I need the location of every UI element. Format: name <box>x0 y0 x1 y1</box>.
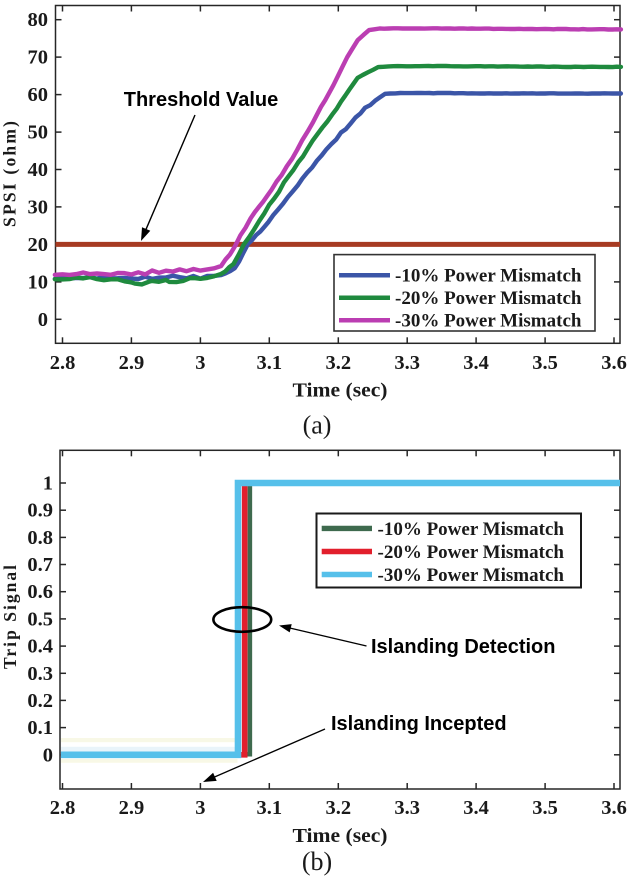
svg-text:-30% Power Mismatch: -30% Power Mismatch <box>378 565 565 586</box>
svg-text:2.9: 2.9 <box>119 352 145 374</box>
svg-text:10: 10 <box>28 271 49 293</box>
svg-text:-10% Power Mismatch: -10% Power Mismatch <box>378 519 565 540</box>
svg-text:3.2: 3.2 <box>325 352 351 374</box>
svg-text:80: 80 <box>28 9 49 31</box>
svg-text:Time (sec): Time (sec) <box>293 380 388 402</box>
svg-text:0.7: 0.7 <box>27 554 53 576</box>
svg-text:0.3: 0.3 <box>27 663 53 685</box>
svg-text:3.3: 3.3 <box>394 797 420 819</box>
svg-text:3: 3 <box>195 352 205 374</box>
svg-text:3.2: 3.2 <box>325 797 351 819</box>
svg-text:SPSI (ohm): SPSI (ohm) <box>0 121 20 227</box>
svg-text:0: 0 <box>43 744 53 766</box>
svg-text:3.4: 3.4 <box>463 352 489 374</box>
svg-text:0.4: 0.4 <box>27 636 53 658</box>
svg-text:Time (sec): Time (sec) <box>293 825 388 847</box>
svg-text:3.6: 3.6 <box>601 352 627 374</box>
svg-text:0.6: 0.6 <box>27 581 53 603</box>
svg-text:3.5: 3.5 <box>532 352 558 374</box>
svg-text:3: 3 <box>195 797 205 819</box>
svg-text:20: 20 <box>28 234 49 256</box>
svg-text:60: 60 <box>28 84 49 106</box>
svg-text:40: 40 <box>28 159 49 181</box>
svg-text:Islanding Detection: Islanding Detection <box>371 636 555 658</box>
svg-text:3.1: 3.1 <box>256 352 282 374</box>
svg-text:3.3: 3.3 <box>394 352 420 374</box>
svg-text:(a): (a) <box>303 411 332 440</box>
svg-text:Islanding Incepted: Islanding Incepted <box>331 713 507 735</box>
svg-text:Trip Signal: Trip Signal <box>0 565 20 669</box>
svg-text:70: 70 <box>28 47 49 69</box>
svg-text:Threshold Value: Threshold Value <box>124 89 278 111</box>
svg-text:0.8: 0.8 <box>27 527 53 549</box>
svg-text:0: 0 <box>38 309 48 331</box>
svg-text:30: 30 <box>28 196 49 218</box>
svg-text:(b): (b) <box>302 847 332 876</box>
svg-text:-10% Power Mismatch: -10% Power Mismatch <box>395 266 582 287</box>
svg-text:3.4: 3.4 <box>463 797 489 819</box>
svg-text:3.5: 3.5 <box>532 797 558 819</box>
svg-text:50: 50 <box>28 122 49 144</box>
svg-text:0.1: 0.1 <box>27 717 53 739</box>
svg-text:2.8: 2.8 <box>50 352 76 374</box>
svg-text:0.5: 0.5 <box>27 608 53 630</box>
svg-text:-20% Power Mismatch: -20% Power Mismatch <box>378 542 565 563</box>
svg-text:-30% Power Mismatch: -30% Power Mismatch <box>395 311 582 332</box>
svg-text:3.1: 3.1 <box>256 797 282 819</box>
svg-text:0.9: 0.9 <box>27 500 53 522</box>
svg-text:2.8: 2.8 <box>50 797 76 819</box>
svg-text:3.6: 3.6 <box>601 797 627 819</box>
svg-text:0.2: 0.2 <box>27 690 53 712</box>
svg-text:2.9: 2.9 <box>119 797 145 819</box>
svg-text:1: 1 <box>43 473 53 495</box>
svg-text:-20% Power Mismatch: -20% Power Mismatch <box>395 288 582 309</box>
